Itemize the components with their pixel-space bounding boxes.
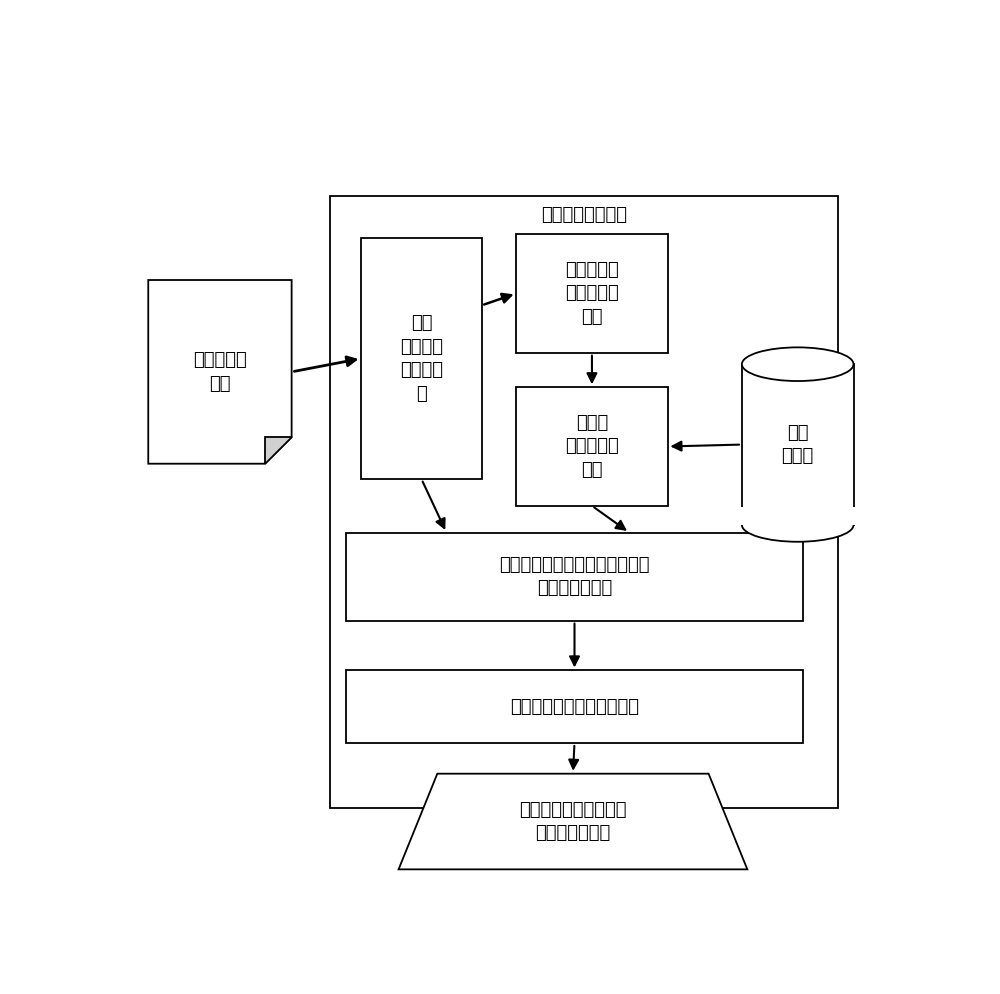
Text: 解析
组合约束
条件表达
式: 解析 组合约束 条件表达 式 <box>400 314 443 403</box>
Text: 事件定义配
置表: 事件定义配 置表 <box>193 351 247 393</box>
Polygon shape <box>264 437 292 463</box>
Bar <box>361 238 482 479</box>
Bar <box>346 533 803 620</box>
Text: 在数据中判读抽取满足组合约束
条件的起止时刻: 在数据中判读抽取满足组合约束 条件的起止时刻 <box>499 556 650 597</box>
Ellipse shape <box>742 508 854 542</box>
Bar <box>742 364 854 525</box>
Bar <box>516 387 668 506</box>
Bar <box>516 234 668 353</box>
Text: 分解出单个
遥测或指令
代号: 分解出单个 遥测或指令 代号 <box>565 260 619 326</box>
Text: 从测试
数据库提取
数据: 从测试 数据库提取 数据 <box>565 414 619 479</box>
Text: 测试
数据库: 测试 数据库 <box>782 423 814 465</box>
Bar <box>346 670 803 744</box>
Polygon shape <box>399 773 747 870</box>
Bar <box>330 196 838 808</box>
Text: 按时间顺序排列抽取时间段: 按时间顺序排列抽取时间段 <box>510 698 639 716</box>
Text: 按测试事件各次时间逐
一提取有效数据: 按测试事件各次时间逐 一提取有效数据 <box>519 801 627 842</box>
Text: 组合规则分析程序: 组合规则分析程序 <box>541 206 627 224</box>
Polygon shape <box>148 280 292 463</box>
Ellipse shape <box>742 347 854 381</box>
Bar <box>738 507 857 525</box>
